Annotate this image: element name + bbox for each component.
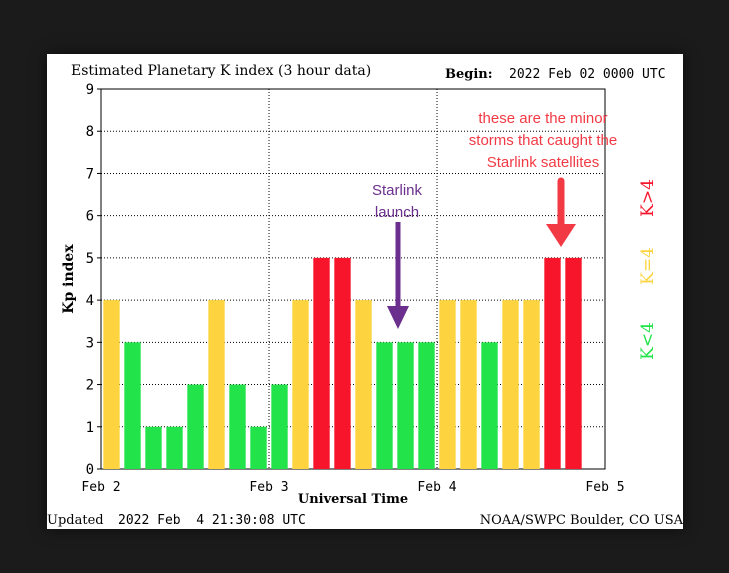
bar-12 — [355, 300, 372, 469]
begin-label: Begin: — [445, 67, 493, 82]
bar-0 — [103, 300, 120, 469]
bar-17 — [460, 300, 477, 469]
starlink-label-line1: Starlink — [372, 182, 423, 199]
bar-18 — [481, 342, 498, 469]
storms-label-line2: storms that caught the — [469, 132, 617, 149]
bar-9 — [292, 300, 309, 469]
bar-1 — [124, 342, 141, 469]
chart-panel: Estimated Planetary K index (3 hour data… — [47, 54, 683, 529]
storms-label-line1: these are the minor — [478, 110, 607, 127]
kp-index-chart: Estimated Planetary K index (3 hour data… — [47, 63, 683, 528]
y-ticks: 0 1 2 3 4 5 6 7 8 9 — [86, 82, 101, 478]
legend-k-above-4: K>4 — [638, 179, 658, 217]
begin-value: 2022 Feb 02 0000 UTC — [509, 67, 666, 82]
grid-lines — [101, 89, 605, 469]
legend-k-equal-4: K=4 — [638, 247, 658, 285]
y-axis-label: Kp index — [61, 244, 77, 314]
y-tick-label-2: 2 — [86, 378, 94, 394]
bar-16 — [439, 300, 456, 469]
bar-13 — [376, 342, 393, 469]
bar-7 — [250, 426, 267, 469]
y-tick-label-9: 9 — [86, 82, 94, 98]
y-tick-label-0: 0 — [86, 462, 94, 478]
bar-3 — [166, 426, 183, 469]
starlink-arrow-head — [387, 306, 409, 329]
bars — [103, 257, 582, 469]
x-tick-label-2: Feb 4 — [417, 480, 456, 495]
y-tick-label-3: 3 — [86, 335, 94, 351]
updated-label: Updated — [47, 513, 104, 528]
x-axis-label: Universal Time — [298, 492, 408, 507]
legend-k-below-4: K<4 — [638, 322, 658, 360]
y-tick-label-5: 5 — [86, 251, 94, 267]
bar-22 — [565, 257, 582, 469]
x-tick-label-0: Feb 2 — [81, 480, 120, 495]
bar-5 — [208, 300, 225, 469]
bar-2 — [145, 426, 162, 469]
bar-6 — [229, 384, 246, 469]
y-tick-label-8: 8 — [86, 124, 94, 140]
y-tick-label-6: 6 — [86, 209, 94, 225]
bar-11 — [334, 257, 351, 469]
bar-15 — [418, 342, 435, 469]
bar-20 — [523, 300, 540, 469]
updated-value: 2022 Feb 4 21:30:08 UTC — [118, 513, 306, 528]
y-tick-label-4: 4 — [86, 293, 94, 309]
bar-19 — [502, 300, 519, 469]
minor-storms-annotation: these are the minor storms that caught t… — [469, 110, 617, 247]
bar-21 — [544, 257, 561, 469]
bar-14 — [397, 342, 414, 469]
y-tick-label-1: 1 — [86, 420, 94, 436]
starlink-label-line2: launch — [375, 204, 419, 221]
x-ticks: Feb 2 Feb 3 Feb 4 Feb 5 — [81, 480, 624, 495]
y-tick-label-7: 7 — [86, 166, 94, 182]
storms-label-line3: Starlink satellites — [487, 154, 600, 171]
credit-text: NOAA/SWPC Boulder, CO USA — [480, 513, 683, 528]
chart-title: Estimated Planetary K index (3 hour data… — [71, 63, 371, 79]
bar-8 — [271, 384, 288, 469]
bar-10 — [313, 257, 330, 469]
x-tick-label-1: Feb 3 — [249, 480, 288, 495]
storms-arrow-head — [546, 224, 576, 247]
starlink-launch-annotation: Starlink launch — [372, 182, 423, 329]
bar-4 — [187, 384, 204, 469]
plot-area — [100, 88, 606, 470]
x-tick-label-3: Feb 5 — [585, 480, 624, 495]
